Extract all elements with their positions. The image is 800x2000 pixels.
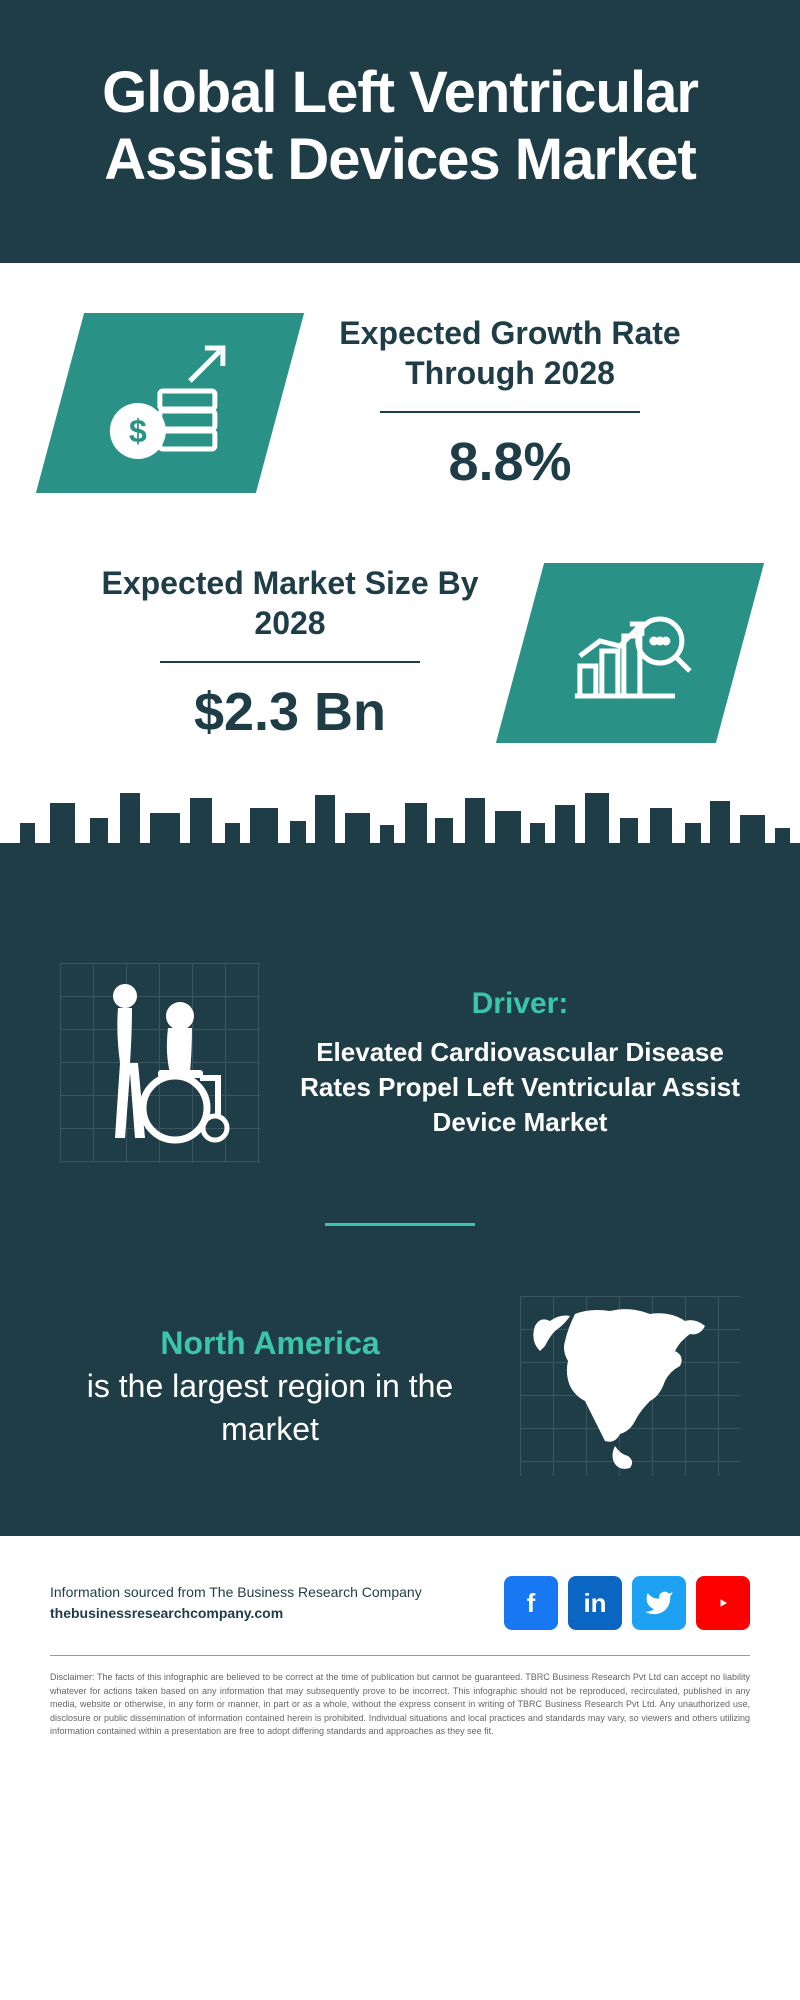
facebook-icon[interactable]: f (504, 1576, 558, 1630)
region-rest: is the largest region in the market (87, 1368, 453, 1447)
header: Global Left Ventricular Assist Devices M… (0, 0, 800, 263)
driver-description: Elevated Cardiovascular Disease Rates Pr… (300, 1035, 740, 1140)
size-icon-box (496, 563, 764, 743)
money-growth-icon: $ (100, 336, 240, 466)
divider (160, 661, 420, 663)
growth-value: 8.8% (310, 431, 710, 493)
growth-icon-box: $ (36, 313, 304, 493)
driver-text-block: Driver: Elevated Cardiovascular Disease … (300, 987, 740, 1140)
page-title: Global Left Ventricular Assist Devices M… (40, 60, 760, 193)
dark-section: Driver: Elevated Cardiovascular Disease … (0, 963, 800, 1536)
size-stat-text: Expected Market Size By 2028 $2.3 Bn (60, 563, 520, 743)
wheelchair-icon (80, 978, 240, 1148)
growth-stat-row: $ Expected Growth Rate Through 2028 8.8% (60, 313, 740, 493)
driver-row: Driver: Elevated Cardiovascular Disease … (60, 963, 740, 1223)
social-icons: f in (504, 1576, 750, 1630)
svg-text:$: $ (129, 413, 147, 449)
divider (380, 411, 640, 413)
region-row: North America is the largest region in t… (60, 1296, 740, 1476)
footer-top: Information sourced from The Business Re… (50, 1576, 750, 1656)
youtube-icon[interactable] (696, 1576, 750, 1630)
size-label: Expected Market Size By 2028 (90, 563, 490, 643)
size-value: $2.3 Bn (90, 681, 490, 743)
growth-label: Expected Growth Rate Through 2028 (310, 313, 710, 393)
disclaimer-text: Disclaimer: The facts of this infographi… (50, 1671, 750, 1739)
driver-label: Driver: (300, 987, 740, 1021)
footer-source: Information sourced from The Business Re… (50, 1582, 422, 1624)
linkedin-icon[interactable]: in (568, 1576, 622, 1630)
driver-icon-box (60, 963, 260, 1163)
region-highlight: North America (160, 1325, 379, 1361)
region-text: North America is the largest region in t… (60, 1322, 480, 1452)
north-america-map-icon (520, 1296, 740, 1476)
teal-divider (325, 1223, 475, 1226)
twitter-icon[interactable] (632, 1576, 686, 1630)
source-line2: thebusinessresearchcompany.com (50, 1603, 422, 1624)
source-line1: Information sourced from The Business Re… (50, 1582, 422, 1603)
footer: Information sourced from The Business Re… (0, 1536, 800, 1769)
chart-magnify-icon (560, 586, 700, 716)
stats-section: $ Expected Growth Rate Through 2028 8.8% (0, 263, 800, 843)
growth-stat-text: Expected Growth Rate Through 2028 8.8% (280, 313, 740, 493)
skyline-divider (0, 843, 800, 963)
region-map-box (520, 1296, 740, 1476)
size-stat-row: Expected Market Size By 2028 $2.3 Bn (60, 563, 740, 743)
